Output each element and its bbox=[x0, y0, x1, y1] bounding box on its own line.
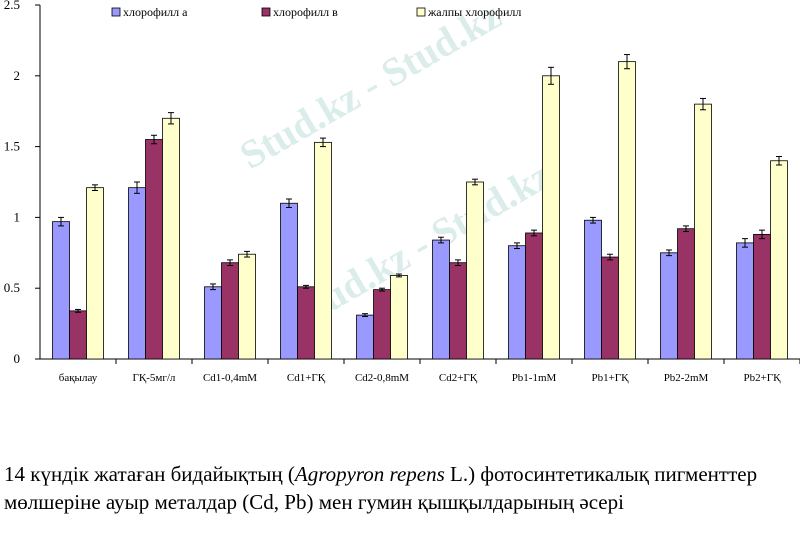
bar bbox=[373, 289, 391, 360]
bar bbox=[542, 75, 560, 360]
category-label: Cd1-0,4mM bbox=[203, 372, 257, 384]
bar bbox=[128, 187, 146, 360]
category-label: ГҚ-5мг/л bbox=[133, 372, 176, 384]
bar bbox=[221, 262, 239, 360]
category-label: Pb2-2mM bbox=[664, 372, 709, 384]
category-label: Pb1-1mM bbox=[512, 372, 557, 384]
bar bbox=[449, 262, 467, 360]
caption-part1: 14 күндік жатаған бидайықтың ( bbox=[4, 462, 295, 486]
bar bbox=[69, 310, 87, 360]
bar bbox=[601, 256, 619, 360]
bar bbox=[297, 286, 315, 360]
bar bbox=[466, 181, 484, 360]
category-label: Cd2-0,8mM bbox=[355, 372, 409, 384]
bar bbox=[660, 252, 678, 360]
caption-part2: L.) фотосинтетикалық пигменттер мөлшерін… bbox=[4, 462, 758, 514]
category-label: бақылау bbox=[59, 372, 98, 384]
legend-label: жалпы хлорофилл bbox=[427, 5, 521, 19]
legend-label: хлорофилл а bbox=[123, 5, 188, 19]
legend-label: хлорофилл в bbox=[273, 5, 338, 19]
bar bbox=[753, 233, 771, 360]
bar bbox=[390, 275, 408, 360]
category-label: Pb1+ГҚ bbox=[591, 372, 629, 384]
category-label: Cd2+ГҚ bbox=[439, 372, 478, 384]
caption-species: Agropyron repens bbox=[294, 462, 445, 486]
y-tick-label: 2.5 bbox=[4, 0, 20, 12]
bar-chart: Stud.kz - Stud.kz Stud.kz - Stud.kz 00.5… bbox=[4, 0, 800, 384]
bar bbox=[204, 286, 222, 360]
category-label: Cd1+ГҚ bbox=[287, 372, 326, 384]
legend: хлорофилл а хлорофилл в жалпы хлорофилл bbox=[111, 5, 521, 19]
bar bbox=[314, 141, 332, 360]
bar bbox=[770, 160, 788, 360]
bar bbox=[280, 202, 298, 360]
y-tick-label: 2 bbox=[14, 68, 21, 83]
bar bbox=[432, 239, 450, 360]
bar bbox=[356, 314, 374, 360]
bar bbox=[694, 103, 712, 360]
figure-caption: 14 күндік жатаған бидайықтың (Agropyron … bbox=[4, 460, 800, 516]
bar bbox=[736, 242, 754, 360]
bar bbox=[162, 117, 180, 360]
y-tick-label: 1.5 bbox=[4, 139, 20, 154]
bar bbox=[584, 219, 602, 360]
category-labels: бақылау ГҚ-5мг/л Cd1-0,4mM Cd1+ГҚ Cd2-0,8mM C… bbox=[59, 372, 781, 384]
y-tick-label: 0.5 bbox=[4, 280, 20, 295]
legend-swatch bbox=[261, 7, 271, 17]
y-tick-label: 0 bbox=[14, 351, 21, 366]
bars bbox=[52, 54, 788, 360]
legend-swatch bbox=[111, 7, 121, 17]
watermark-text: Stud.kz - Stud.kz bbox=[232, 0, 509, 178]
legend-swatch bbox=[416, 7, 426, 17]
bar bbox=[52, 221, 70, 360]
bar bbox=[677, 228, 695, 360]
bar bbox=[145, 139, 163, 360]
bar bbox=[86, 187, 104, 360]
bar bbox=[525, 232, 543, 360]
category-label: Pb2+ГҚ bbox=[743, 372, 781, 384]
bar bbox=[238, 253, 256, 360]
y-tick-label: 1 bbox=[14, 209, 21, 224]
bar bbox=[508, 245, 526, 360]
bar bbox=[618, 61, 636, 360]
